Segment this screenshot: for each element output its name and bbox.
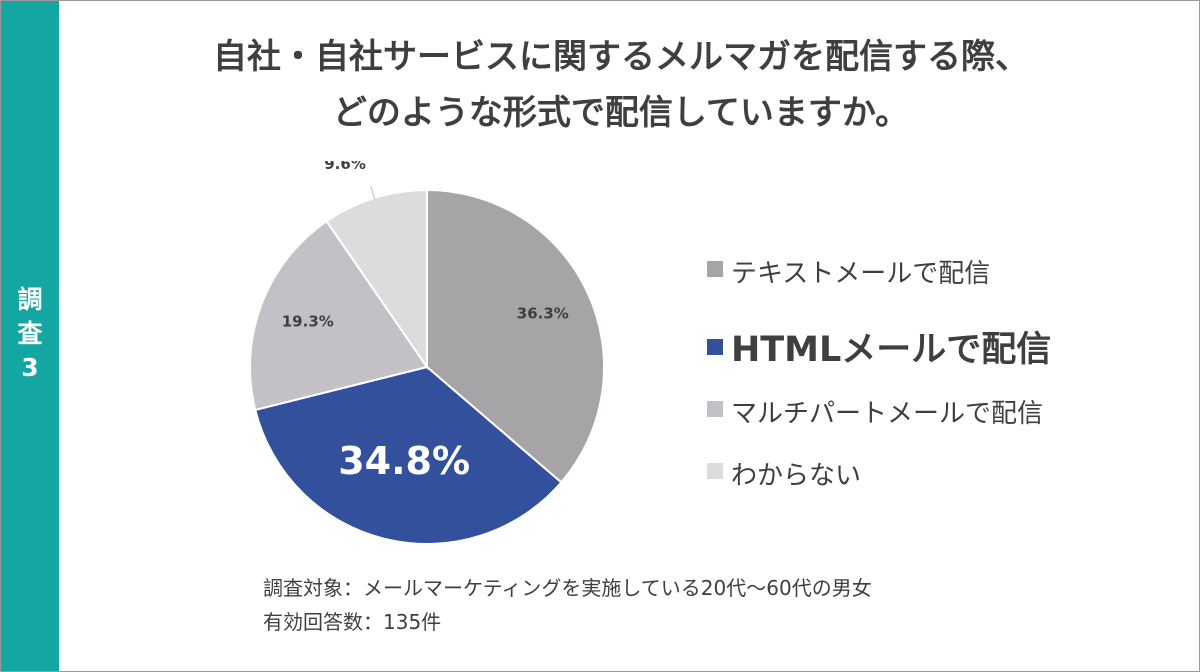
slice-value-label: 34.8% [338,439,470,483]
legend-label: マルチパートメールで配信 [731,399,1044,429]
slice-value-label: 36.3% [517,304,569,322]
side-band: 調 査 3 [1,1,59,671]
survey-number-label: 調 査 3 [1,283,59,385]
legend-swatch [707,261,723,277]
pie-slice [254,365,563,545]
chart-title-line-1: 自社・自社サービスに関するメルマガを配信する際、 [213,37,1029,77]
legend-label: テキストメールで配信 [731,259,991,289]
legend-label: HTMLメールで配信 [731,330,1052,370]
chart-title-line-2: どのような形式で配信していますか。 [332,93,910,133]
pie-chart: 36.3% 34.8% 19.3% 9.6% [249,161,605,545]
pie-slice [426,188,605,484]
legend-label: わからない [731,461,862,491]
slice-value-label: 9.6% [324,161,366,173]
leader-line [370,186,376,200]
survey-target-note: 調査対象：メールマーケティングを実施している20代〜60代の男女 [263,576,872,600]
legend-swatch [707,401,723,417]
side-label-char: 調 [17,285,43,314]
legend-swatch [707,339,723,355]
legend-swatch [707,463,723,479]
survey-notes: 調査対象：メールマーケティングを実施している20代〜60代の男女 有効回答数：1… [263,571,872,639]
chart-title: 自社・自社サービスに関するメルマガを配信する際、 どのような形式で配信しています… [81,29,1161,141]
slice-value-label: 19.3% [282,312,334,330]
side-label-char: 査 [17,319,43,348]
response-count-note: 有効回答数：135件 [263,610,442,634]
pie-slice [249,219,429,412]
side-label-char: 3 [21,353,39,382]
